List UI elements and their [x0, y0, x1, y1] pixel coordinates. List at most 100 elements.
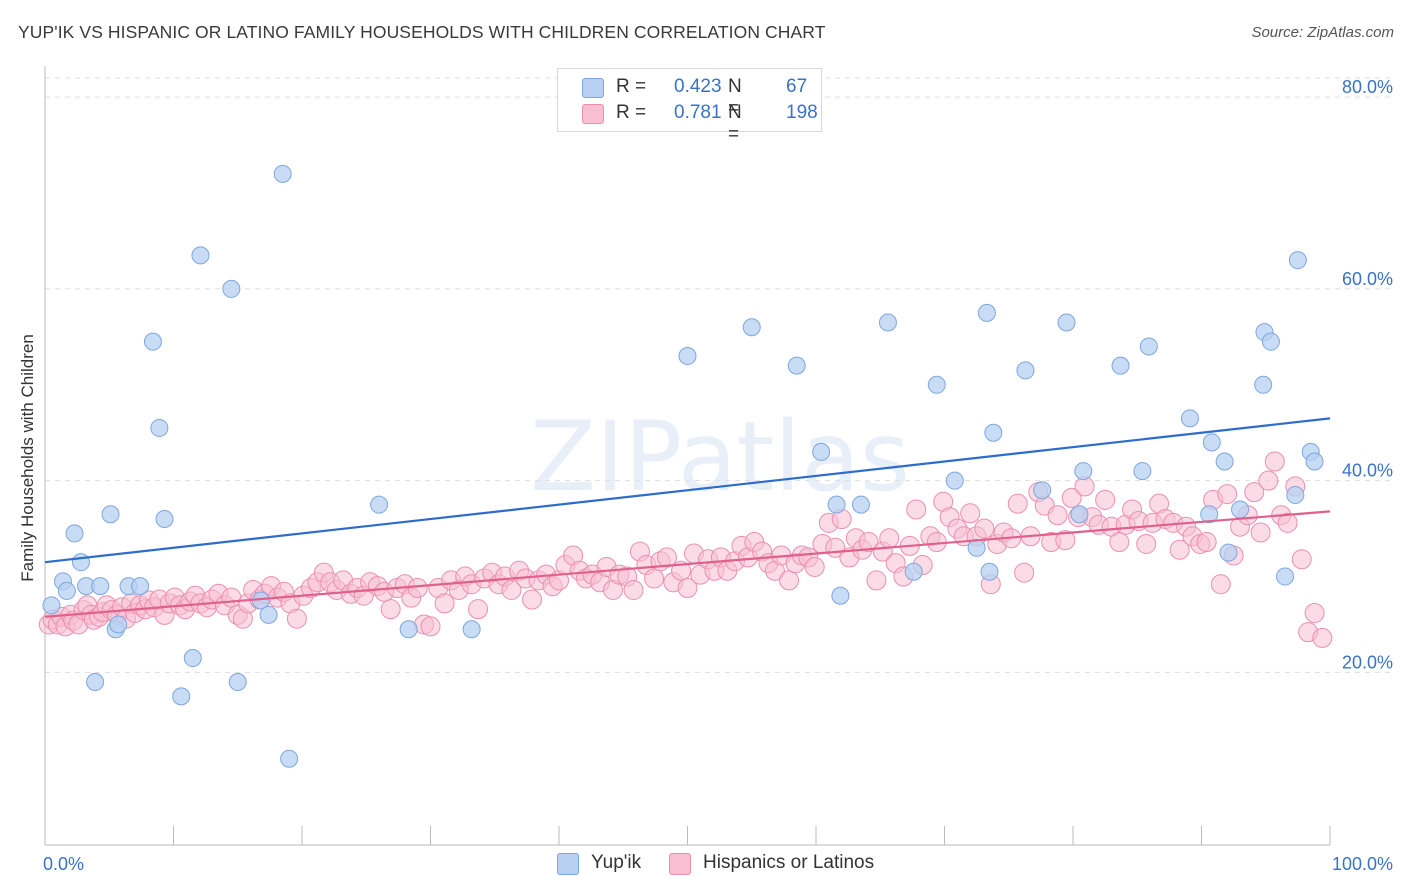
data-point-hispanics	[1061, 487, 1082, 508]
data-point-hispanics	[434, 593, 455, 614]
legend-r-label: R =	[616, 76, 647, 97]
data-point-hispanics	[1169, 539, 1190, 560]
data-point-yupik	[1231, 500, 1250, 519]
y-axis-title: Family Households with Children	[18, 334, 37, 582]
data-point-yupik	[1133, 462, 1152, 481]
data-point-yupik	[150, 418, 169, 437]
data-point-yupik	[370, 495, 389, 514]
trend-line-hispanics	[44, 510, 1331, 618]
y-tick-label: 80.0%	[1342, 77, 1393, 97]
y-tick-label: 20.0%	[1342, 652, 1393, 672]
legend-n-value: 67	[786, 76, 808, 97]
data-point-hispanics	[501, 579, 522, 600]
data-point-yupik	[831, 586, 850, 605]
data-point-yupik	[980, 562, 999, 581]
axis-labels: 20.0% 40.0% 60.0% 80.0% 0.0% 100.0% Family Hou…	[18, 77, 1393, 874]
data-point-yupik	[1254, 375, 1273, 394]
data-point-yupik	[86, 673, 105, 692]
data-point-hispanics	[522, 589, 543, 610]
series-yupik-points	[42, 164, 1324, 768]
data-point-hispanics	[1244, 482, 1265, 503]
data-point-hispanics	[1055, 530, 1076, 551]
data-point-yupik	[1111, 356, 1130, 375]
data-point-hispanics	[1095, 489, 1116, 510]
data-point-yupik	[1288, 251, 1307, 270]
data-point-hispanics	[656, 547, 677, 568]
data-point-yupik	[1305, 452, 1324, 471]
data-point-yupik	[155, 510, 174, 529]
data-point-yupik	[57, 581, 76, 600]
bottom-legend-yupik: Yup'ik	[557, 852, 667, 876]
data-point-yupik	[143, 332, 162, 351]
data-point-yupik	[1057, 313, 1076, 332]
data-point-hispanics	[1196, 532, 1217, 553]
data-point-hispanics	[1047, 505, 1068, 526]
data-point-hispanics	[221, 587, 242, 608]
data-point-yupik	[904, 562, 923, 581]
data-point-yupik	[131, 577, 150, 596]
watermark: ZIPatlas	[530, 401, 910, 513]
data-point-hispanics	[1109, 532, 1130, 553]
data-point-yupik	[945, 471, 964, 490]
y-tick-label: 60.0%	[1342, 269, 1393, 289]
data-point-yupik	[280, 749, 299, 768]
data-point-yupik	[172, 687, 191, 706]
chart-title: YUP'IK VS HISPANIC OR LATINO FAMILY HOUS…	[18, 22, 826, 42]
data-point-hispanics	[804, 556, 825, 577]
data-point-yupik	[222, 279, 241, 298]
data-point-hispanics	[866, 570, 887, 591]
data-point-hispanics	[779, 570, 800, 591]
data-point-hispanics	[1264, 451, 1285, 472]
data-point-hispanics	[1250, 522, 1271, 543]
data-point-yupik	[1180, 409, 1199, 428]
trend-lines	[44, 417, 1331, 618]
data-point-yupik	[273, 164, 292, 183]
legend-n-value: 198	[786, 102, 818, 123]
data-point-yupik	[462, 620, 481, 639]
data-point-yupik	[1070, 505, 1089, 524]
data-point-hispanics	[286, 608, 307, 629]
data-point-yupik	[259, 605, 278, 624]
legend-n-label: N =	[728, 102, 742, 145]
data-point-yupik	[1276, 567, 1295, 586]
data-point-yupik	[1219, 543, 1238, 562]
y-tick-label: 40.0%	[1342, 461, 1393, 481]
data-point-yupik	[827, 495, 846, 514]
data-point-yupik	[1074, 462, 1093, 481]
data-point-yupik	[977, 303, 996, 322]
data-point-yupik	[399, 620, 418, 639]
data-point-yupik	[787, 356, 806, 375]
data-point-hispanics	[960, 503, 981, 524]
bottom-legend-swatch-yupik	[557, 853, 579, 875]
data-point-yupik	[812, 442, 831, 461]
data-point-yupik	[91, 577, 110, 596]
data-point-yupik	[1033, 481, 1052, 500]
axes	[44, 66, 1331, 846]
data-point-hispanics	[974, 518, 995, 539]
data-point-yupik	[927, 375, 946, 394]
trend-line-yupik	[44, 417, 1331, 564]
legend-swatch-yupik	[582, 78, 604, 98]
data-point-hispanics	[1014, 562, 1035, 583]
data-point-yupik	[1139, 337, 1158, 356]
data-point-hispanics	[1007, 493, 1028, 514]
data-point-hispanics	[1258, 470, 1279, 491]
data-point-hispanics	[644, 568, 665, 589]
data-point-yupik	[878, 313, 897, 332]
data-point-hispanics	[623, 579, 644, 600]
x-tick-label: 100.0%	[1332, 854, 1393, 874]
data-point-hispanics	[420, 616, 441, 637]
data-point-hispanics	[407, 578, 428, 599]
data-point-yupik	[1215, 452, 1234, 471]
data-point-hispanics	[879, 528, 900, 549]
data-point-hispanics	[906, 499, 927, 520]
bottom-legend-swatch-hispanics	[669, 853, 691, 875]
data-point-yupik	[1286, 486, 1305, 505]
source-label: Source: ZipAtlas.com	[1251, 24, 1394, 41]
data-point-hispanics	[677, 578, 698, 599]
data-point-yupik	[984, 423, 1003, 442]
data-point-yupik	[191, 246, 210, 265]
data-point-yupik	[1016, 361, 1035, 380]
bottom-legend-hispanics: Hispanics or Latinos	[669, 852, 909, 876]
